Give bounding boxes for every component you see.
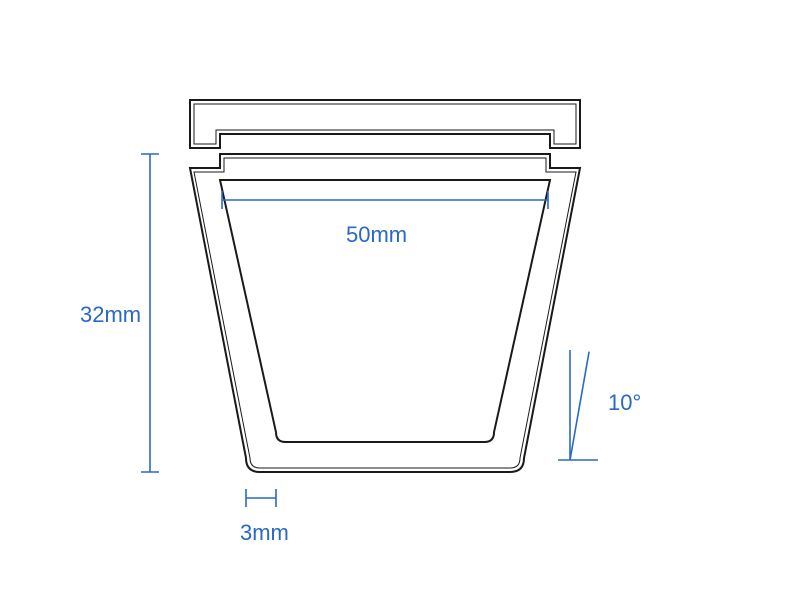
lid-outline-inner [194,104,576,144]
technical-drawing [0,0,800,600]
body-inner-outline [220,180,550,442]
lid-outline [190,100,580,148]
dimension-label-wall-thickness: 3mm [240,520,289,546]
dimension-label-angle: 10° [608,390,641,416]
body-outer-outline [190,154,580,472]
dimension-label-inner-width: 50mm [346,222,407,248]
dimension-label-height: 32mm [80,302,141,328]
body-outer-outline-offset [194,158,576,468]
dimension-angle-arm [570,352,589,460]
